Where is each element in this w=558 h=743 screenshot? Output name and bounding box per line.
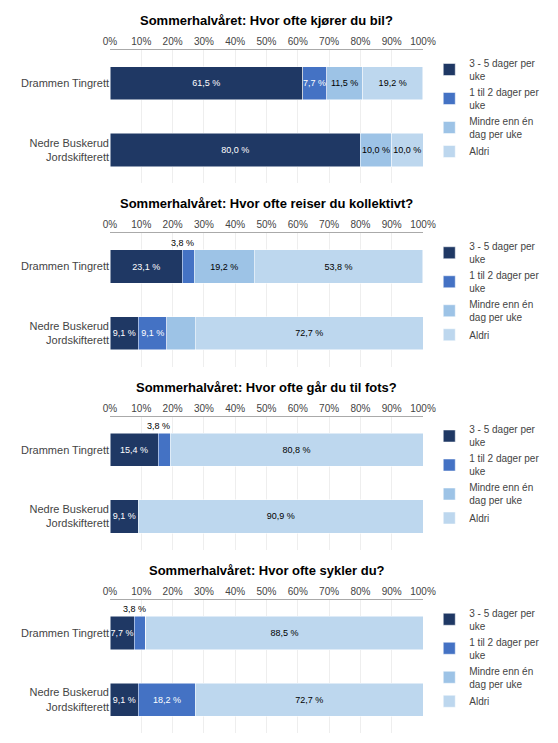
svg-text:60%: 60% <box>288 586 308 597</box>
svg-text:9,1 %: 9,1 % <box>113 511 136 521</box>
svg-text:3 - 5 dager peruke: 3 - 5 dager peruke <box>469 424 535 448</box>
svg-text:100%: 100% <box>410 36 436 47</box>
svg-text:20%: 20% <box>163 586 183 597</box>
svg-text:70%: 70% <box>319 403 339 414</box>
svg-text:72,7 %: 72,7 % <box>295 328 323 338</box>
svg-text:60%: 60% <box>288 403 308 414</box>
svg-text:20%: 20% <box>163 219 183 230</box>
svg-text:30%: 30% <box>194 586 214 597</box>
svg-text:9,1 %: 9,1 % <box>141 328 164 338</box>
svg-text:70%: 70% <box>319 36 339 47</box>
svg-text:90%: 90% <box>382 403 402 414</box>
svg-text:90%: 90% <box>382 36 402 47</box>
svg-text:Aldri: Aldri <box>469 513 489 524</box>
svg-text:Drammen Tingrett: Drammen Tingrett <box>21 77 109 89</box>
svg-text:15,4 %: 15,4 % <box>120 445 148 455</box>
svg-text:90%: 90% <box>382 586 402 597</box>
svg-text:Drammen Tingrett: Drammen Tingrett <box>21 260 109 272</box>
svg-text:40%: 40% <box>225 219 245 230</box>
svg-text:60%: 60% <box>288 219 308 230</box>
svg-text:30%: 30% <box>194 219 214 230</box>
svg-text:10%: 10% <box>131 36 151 47</box>
svg-text:Aldri: Aldri <box>469 330 489 341</box>
svg-text:90,9 %: 90,9 % <box>267 511 295 521</box>
svg-text:Drammen Tingrett: Drammen Tingrett <box>21 444 109 456</box>
svg-text:Drammen Tingrett: Drammen Tingrett <box>21 627 109 639</box>
svg-text:100%: 100% <box>410 219 436 230</box>
svg-text:80,8 %: 80,8 % <box>283 445 311 455</box>
svg-text:3,8 %: 3,8 % <box>123 604 146 614</box>
svg-text:50%: 50% <box>256 219 276 230</box>
svg-text:9,1 %: 9,1 % <box>113 328 136 338</box>
svg-text:10%: 10% <box>131 586 151 597</box>
svg-text:40%: 40% <box>225 586 245 597</box>
svg-text:Aldri: Aldri <box>469 696 489 707</box>
svg-text:0%: 0% <box>103 36 118 47</box>
svg-text:3 - 5 dager peruke: 3 - 5 dager peruke <box>469 58 535 82</box>
svg-text:23,1 %: 23,1 % <box>132 262 160 272</box>
svg-text:19,2 %: 19,2 % <box>210 262 238 272</box>
svg-text:11,5 %: 11,5 % <box>331 78 358 88</box>
svg-text:50%: 50% <box>256 36 276 47</box>
svg-text:40%: 40% <box>225 36 245 47</box>
svg-text:80,0 %: 80,0 % <box>221 145 249 155</box>
svg-text:30%: 30% <box>194 36 214 47</box>
svg-text:3 - 5 dager peruke: 3 - 5 dager peruke <box>469 241 535 265</box>
svg-text:90%: 90% <box>382 219 402 230</box>
svg-text:70%: 70% <box>319 219 339 230</box>
svg-text:1 til 2 dager peruke: 1 til 2 dager peruke <box>469 87 539 111</box>
svg-text:3 - 5 dager peruke: 3 - 5 dager peruke <box>469 608 535 632</box>
svg-text:80%: 80% <box>350 219 370 230</box>
svg-text:Mindre enn éndag per uke: Mindre enn éndag per uke <box>469 482 533 506</box>
svg-text:1 til 2 dager peruke: 1 til 2 dager peruke <box>469 270 539 294</box>
svg-text:53,8 %: 53,8 % <box>324 262 352 272</box>
svg-text:3,8 %: 3,8 % <box>171 238 194 248</box>
svg-text:7,7 %: 7,7 % <box>303 78 326 88</box>
svg-text:100%: 100% <box>410 403 436 414</box>
svg-text:20%: 20% <box>163 403 183 414</box>
svg-text:Sommerhalvåret: Hvor ofte reis: Sommerhalvåret: Hvor ofte reiser du koll… <box>120 196 413 211</box>
svg-text:80%: 80% <box>350 586 370 597</box>
svg-text:1 til 2 dager peruke: 1 til 2 dager peruke <box>469 453 539 477</box>
svg-text:20%: 20% <box>163 36 183 47</box>
svg-text:10,0 %: 10,0 % <box>362 145 390 155</box>
svg-text:0%: 0% <box>103 219 118 230</box>
svg-text:Mindre enn éndag per uke: Mindre enn éndag per uke <box>469 116 533 140</box>
svg-text:60%: 60% <box>288 36 308 47</box>
svg-text:100%: 100% <box>410 586 436 597</box>
svg-text:0%: 0% <box>103 586 118 597</box>
svg-text:Nedre BuskerudJordskifterett: Nedre BuskerudJordskifterett <box>30 503 110 529</box>
svg-text:40%: 40% <box>225 403 245 414</box>
svg-text:Aldri: Aldri <box>469 146 489 157</box>
svg-text:80%: 80% <box>350 36 370 47</box>
svg-text:10,0 %: 10,0 % <box>393 145 421 155</box>
svg-text:19,2 %: 19,2 % <box>379 78 407 88</box>
svg-text:Nedre BuskerudJordskifterett: Nedre BuskerudJordskifterett <box>30 686 110 712</box>
svg-text:18,2 %: 18,2 % <box>153 695 181 705</box>
svg-text:Nedre BuskerudJordskifterett: Nedre BuskerudJordskifterett <box>30 320 110 346</box>
svg-text:Sommerhalvåret: Hvor ofte sykl: Sommerhalvåret: Hvor ofte sykler du? <box>149 563 385 578</box>
svg-text:7,7 %: 7,7 % <box>111 628 134 638</box>
svg-text:72,7 %: 72,7 % <box>295 695 323 705</box>
svg-text:50%: 50% <box>256 403 276 414</box>
svg-text:30%: 30% <box>194 403 214 414</box>
svg-text:3,8 %: 3,8 % <box>147 421 170 431</box>
svg-text:Mindre enn éndag per uke: Mindre enn éndag per uke <box>469 299 533 323</box>
svg-text:70%: 70% <box>319 586 339 597</box>
svg-text:88,5 %: 88,5 % <box>270 628 298 638</box>
svg-text:10%: 10% <box>131 219 151 230</box>
svg-text:61,5 %: 61,5 % <box>192 78 220 88</box>
svg-text:9,1 %: 9,1 % <box>113 695 136 705</box>
svg-text:Sommerhalvåret: Hvor ofte går: Sommerhalvåret: Hvor ofte går du til fot… <box>136 380 397 395</box>
svg-text:Nedre BuskerudJordskifterett: Nedre BuskerudJordskifterett <box>30 137 110 163</box>
svg-text:80%: 80% <box>350 403 370 414</box>
svg-text:Sommerhalvåret: Hvor ofte kjør: Sommerhalvåret: Hvor ofte kjører du bil? <box>140 13 393 28</box>
svg-text:10%: 10% <box>131 403 151 414</box>
svg-text:50%: 50% <box>256 586 276 597</box>
svg-text:1 til 2 dager peruke: 1 til 2 dager peruke <box>469 637 539 661</box>
svg-text:Mindre enn éndag per uke: Mindre enn éndag per uke <box>469 666 533 690</box>
svg-text:0%: 0% <box>103 403 118 414</box>
